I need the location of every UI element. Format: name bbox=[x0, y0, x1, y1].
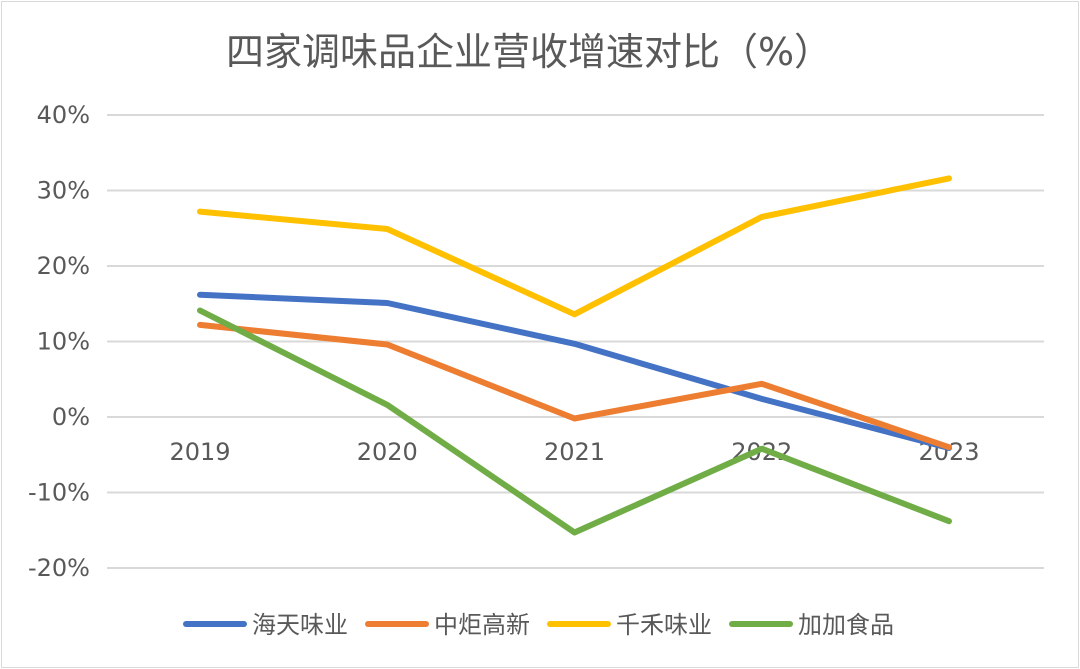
legend-label: 海天味业 bbox=[252, 611, 348, 639]
series-lines bbox=[197, 175, 952, 536]
x-tick-label: 2021 bbox=[544, 438, 605, 466]
legend-label: 加加食品 bbox=[798, 611, 894, 639]
y-tick-label: -10% bbox=[28, 479, 90, 507]
y-tick-label: -20% bbox=[28, 554, 90, 582]
y-tick-label: 30% bbox=[37, 177, 90, 205]
legend-label: 中炬高新 bbox=[434, 611, 530, 639]
series-line-加加食品 bbox=[197, 307, 952, 536]
legend-label: 千禾味业 bbox=[616, 611, 712, 639]
series-line-中炬高新 bbox=[197, 321, 952, 451]
series-line-千禾味业 bbox=[197, 175, 952, 318]
y-tick-label: 10% bbox=[37, 328, 90, 356]
series-line-海天味业 bbox=[197, 291, 952, 451]
x-tick-label: 2019 bbox=[169, 438, 230, 466]
chart-title: 四家调味品企业营收增速对比（%） bbox=[226, 30, 832, 74]
y-tick-label: 20% bbox=[37, 252, 90, 280]
x-tick-label: 2020 bbox=[357, 438, 418, 466]
legend: 海天味业 中炬高新 千禾味业 加加食品 bbox=[183, 611, 894, 639]
y-tick-label: 40% bbox=[37, 101, 90, 129]
y-axis-tick-labels: 40% 30% 20% 10% 0% -10% -20% bbox=[28, 101, 90, 582]
x-axis-tick-labels: 2019 2020 2021 2022 2023 bbox=[169, 438, 979, 466]
y-tick-label: 0% bbox=[52, 403, 90, 431]
